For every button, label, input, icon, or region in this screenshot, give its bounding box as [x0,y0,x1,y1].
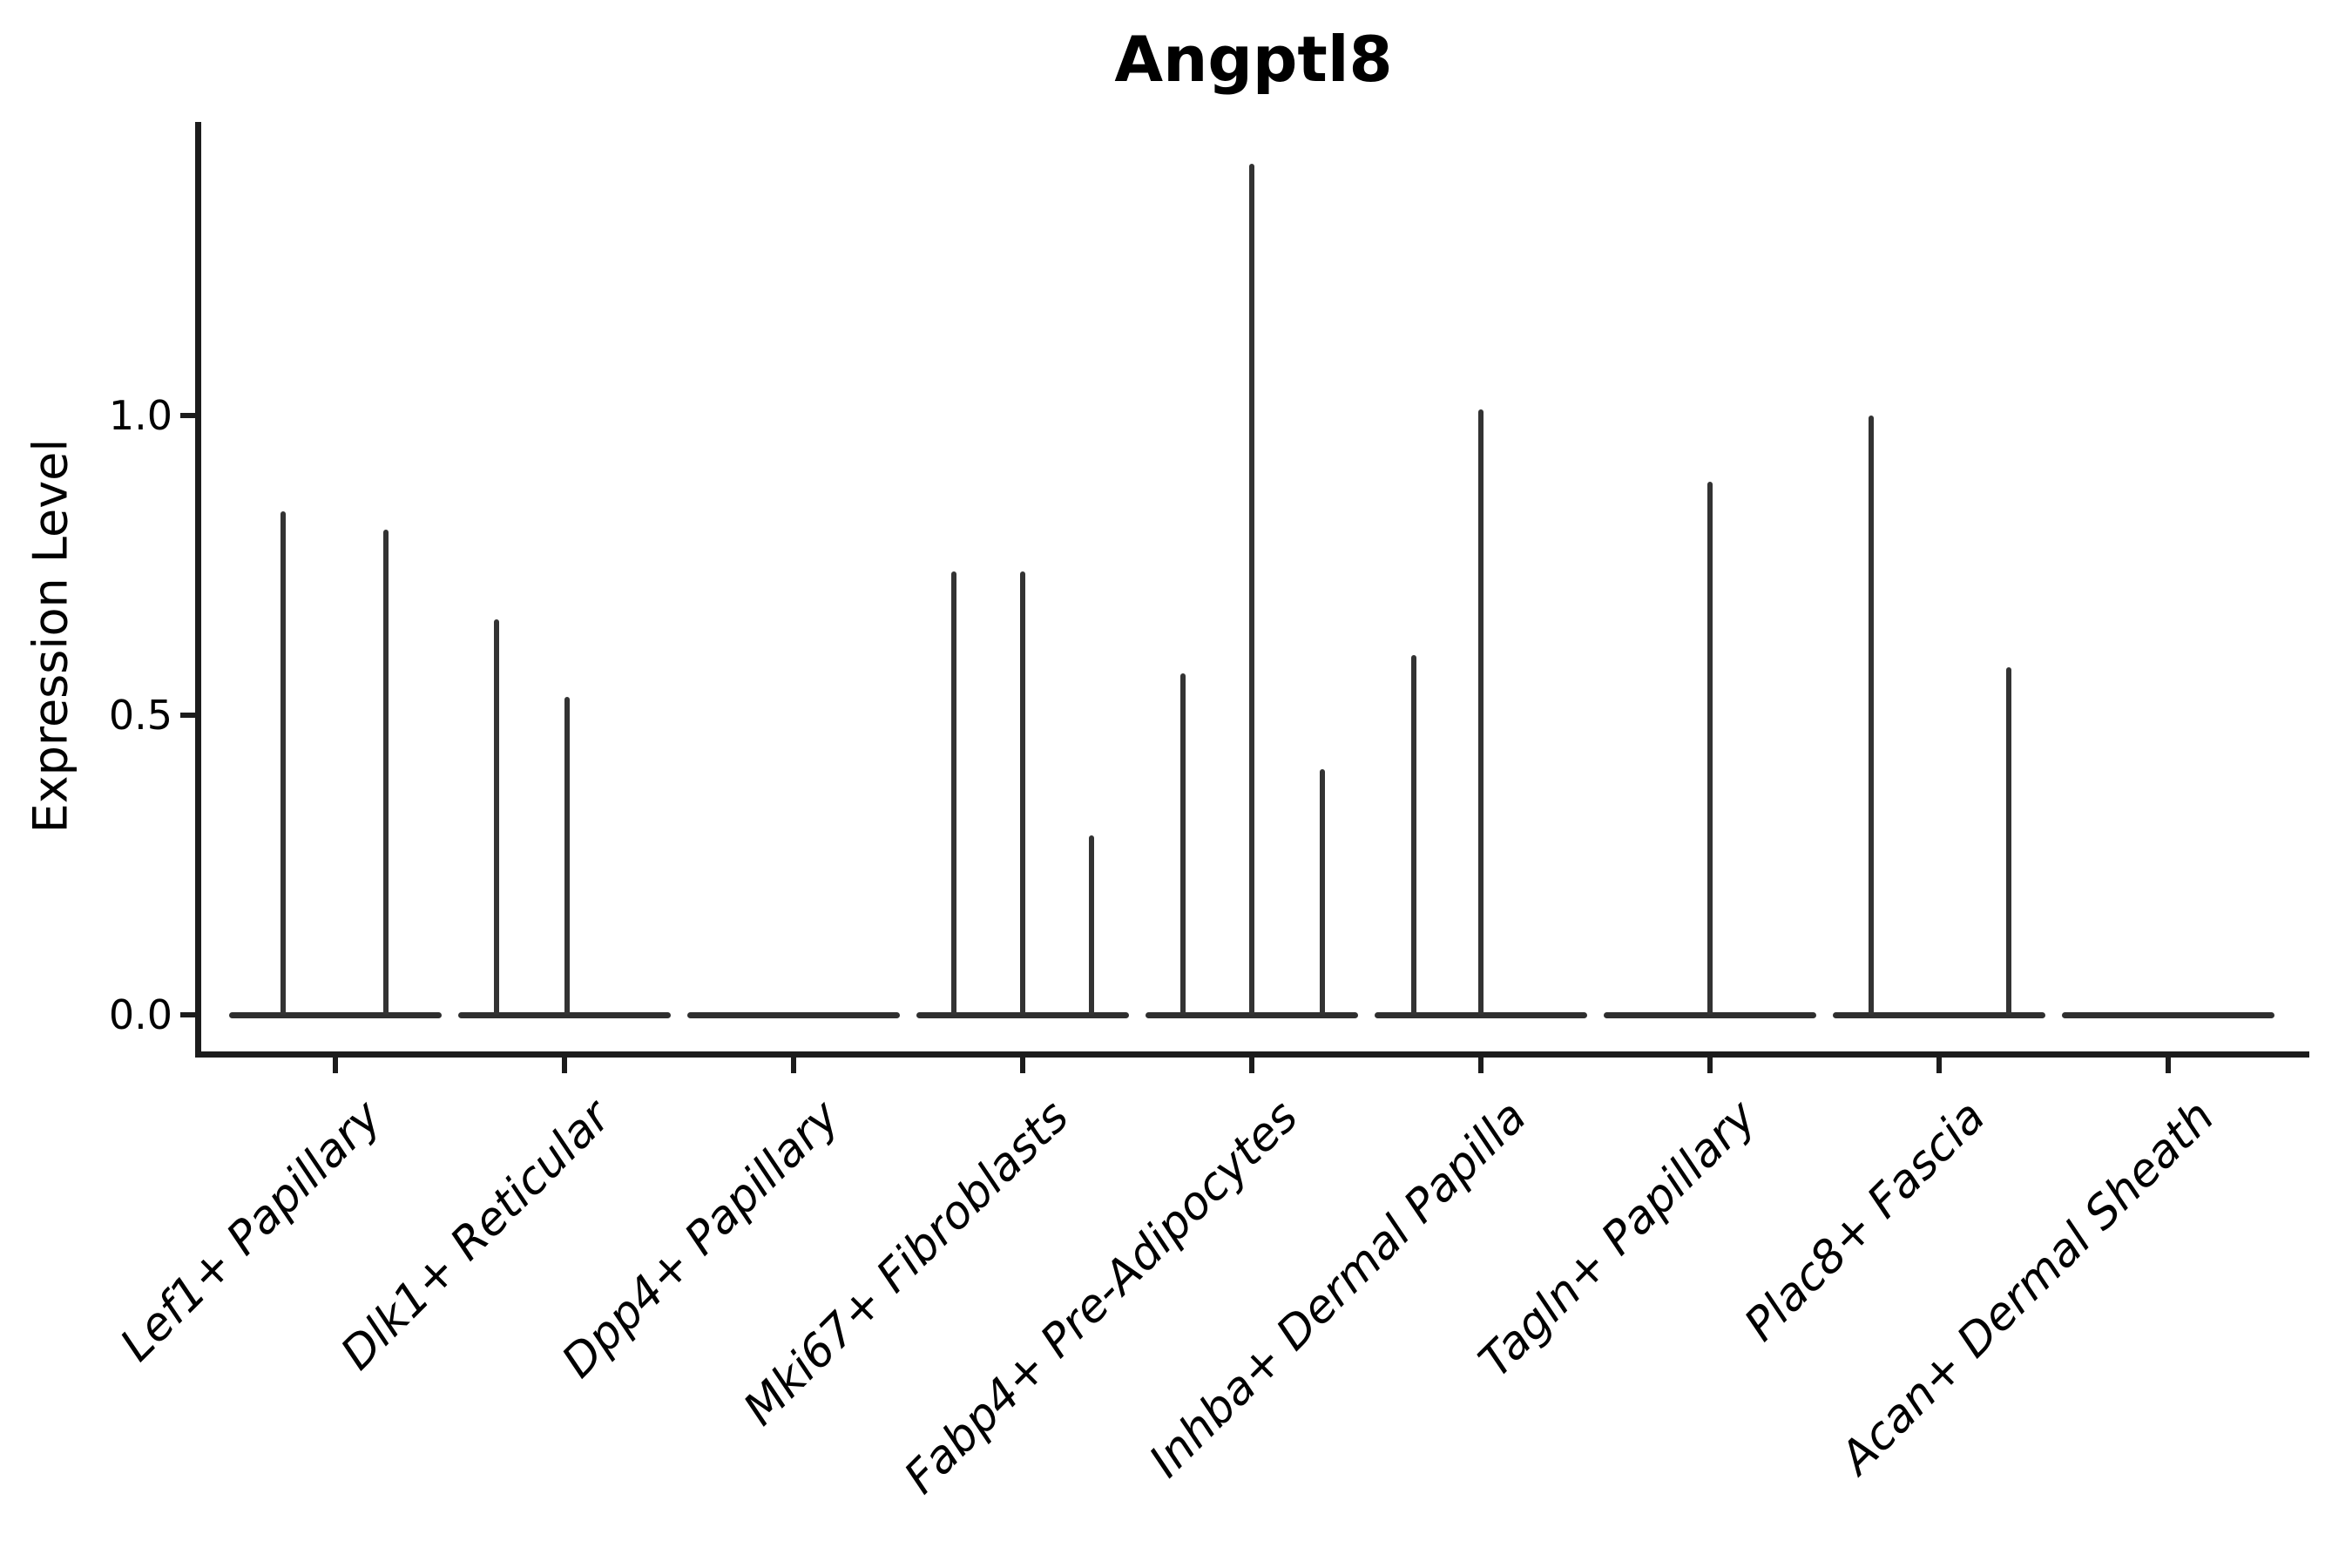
violin-spike [383,529,389,1015]
x-tick-label: Inhba+ Dermal Papilla [1139,1091,1538,1488]
violin-spike [564,697,570,1015]
violin-spike [1320,768,1325,1015]
x-tick-label: Plac8+ Fascia [1734,1091,1996,1352]
y-tick-label: 1.0 [108,392,172,439]
violin-baseline [1375,1011,1587,1018]
violin-baseline [1833,1011,2045,1018]
violin-spike [1180,672,1186,1015]
violin-spike [1707,481,1713,1015]
x-tick [791,1058,796,1073]
violin-baseline [687,1011,900,1018]
x-tick [1020,1058,1025,1073]
violin-baseline [2062,1011,2274,1018]
violin-baseline [229,1011,442,1018]
x-tick [562,1058,567,1073]
violin-spike [1020,571,1025,1015]
violin-spike [1089,835,1094,1015]
violin-spike [1249,164,1254,1015]
y-axis-label: Expression Level [23,438,78,834]
x-tick [333,1058,338,1073]
x-tick-label: Fabp4+ Pre-Adipocytes [894,1091,1308,1504]
violin-baseline [1146,1011,1358,1018]
x-tick [1707,1058,1713,1073]
y-tick-label: 0.5 [108,692,172,739]
y-tick [180,413,195,418]
x-tick-label: Acan+ Dermal Sheath [1830,1091,2225,1484]
violin-spike [1478,409,1484,1015]
violin-baseline [916,1011,1129,1018]
violin-spike [280,511,286,1015]
y-tick [180,1012,195,1017]
violin-spike [494,618,499,1015]
x-tick [1249,1058,1254,1073]
violin-spike [2006,666,2011,1015]
violin-baseline [1604,1011,1816,1018]
violin-spike [951,571,956,1015]
x-tick [2166,1058,2171,1073]
violin-baseline [458,1011,671,1018]
y-tick [180,713,195,718]
x-tick [1936,1058,1942,1073]
x-axis-spine [195,1051,2309,1058]
y-tick-label: 0.0 [108,991,172,1038]
x-tick [1478,1058,1484,1073]
y-axis-spine [195,122,201,1058]
violin-spike [1869,416,1874,1015]
chart-title: Angptl8 [1114,23,1393,96]
violin-spike [1411,655,1416,1015]
